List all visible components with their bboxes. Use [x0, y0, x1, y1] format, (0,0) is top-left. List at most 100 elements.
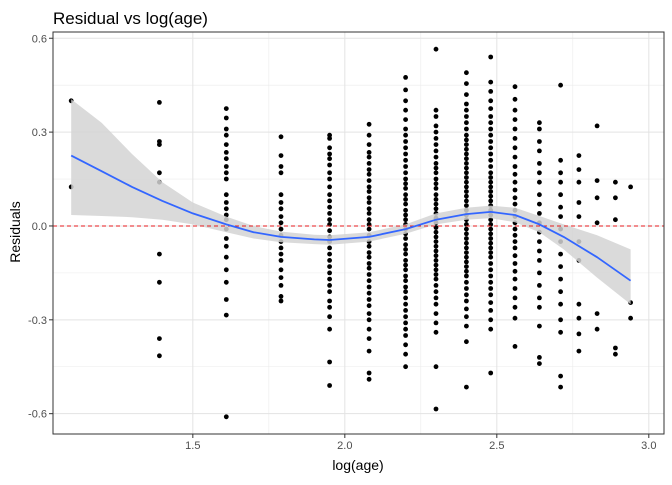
data-point — [464, 81, 469, 86]
data-point — [433, 165, 439, 171]
data-point — [464, 156, 469, 162]
data-point — [537, 304, 542, 310]
data-point — [464, 126, 469, 132]
data-point — [403, 251, 408, 257]
data-point — [488, 326, 494, 332]
data-point — [223, 279, 229, 285]
data-point — [366, 376, 372, 382]
data-point — [403, 181, 408, 187]
data-point — [403, 170, 408, 176]
data-point — [327, 251, 332, 257]
data-point — [403, 301, 408, 307]
y-axis-ticks: -0.6 -0.3 0.0 0.3 0.6 — [28, 33, 53, 421]
smooth-fit-line — [70, 154, 632, 282]
data-point — [403, 164, 408, 169]
data-point — [464, 101, 469, 107]
data-point — [488, 164, 494, 169]
data-point — [403, 107, 408, 113]
data-point — [433, 229, 439, 235]
data-point — [327, 304, 332, 310]
data-point — [488, 54, 494, 60]
data-point — [403, 207, 408, 213]
data-point — [327, 283, 332, 288]
data-point — [537, 211, 542, 216]
data-point — [403, 157, 408, 163]
data-point — [558, 276, 563, 282]
data-point — [433, 364, 439, 370]
x-tick-label: 3.0 — [641, 440, 656, 452]
data-point — [366, 154, 372, 160]
data-point — [223, 200, 229, 205]
data-point — [157, 279, 162, 285]
data-point — [327, 314, 332, 320]
data-point — [488, 250, 494, 256]
data-point — [613, 351, 618, 357]
data-point — [403, 364, 408, 370]
data-point — [366, 142, 372, 148]
data-point — [464, 189, 469, 194]
x-tick-label: 1.5 — [185, 440, 200, 452]
data-point — [512, 84, 518, 90]
data-point — [576, 348, 582, 354]
data-point — [433, 329, 439, 335]
data-point — [488, 261, 494, 266]
data-point — [433, 406, 439, 412]
data-point — [327, 151, 332, 157]
data-point — [366, 261, 372, 266]
data-point — [433, 320, 439, 326]
data-point — [433, 176, 439, 182]
data-point — [537, 148, 542, 154]
data-point — [464, 151, 469, 157]
data-point — [594, 195, 600, 201]
y-axis-title: Residuals — [7, 201, 23, 262]
data-point — [366, 278, 372, 284]
data-point — [223, 297, 229, 302]
data-point — [512, 126, 518, 132]
data-point — [278, 134, 284, 140]
data-point — [327, 264, 332, 269]
data-point — [403, 201, 408, 207]
data-point — [537, 355, 542, 360]
data-point — [157, 251, 162, 257]
data-point — [433, 301, 439, 307]
data-point — [433, 46, 439, 52]
data-point — [464, 175, 469, 180]
data-point — [537, 179, 542, 185]
data-point — [537, 120, 542, 126]
data-point — [488, 145, 494, 151]
plot-panel — [52, 31, 665, 435]
data-point — [403, 333, 408, 338]
confidence-band — [71, 99, 631, 305]
data-point — [223, 164, 229, 169]
data-point — [327, 156, 332, 162]
data-point — [327, 184, 332, 190]
data-point — [433, 243, 439, 249]
data-point — [403, 247, 408, 252]
data-point — [464, 323, 469, 329]
data-point — [488, 254, 494, 260]
data-point — [512, 226, 518, 232]
y-tick-label: 0.0 — [32, 221, 47, 233]
data-point — [366, 370, 372, 376]
data-point — [558, 82, 563, 88]
data-point — [464, 292, 469, 298]
data-point — [537, 161, 542, 166]
data-point — [327, 198, 332, 204]
data-point — [278, 200, 284, 205]
data-point — [366, 167, 372, 173]
data-point — [576, 301, 582, 307]
data-point — [327, 162, 332, 168]
data-point — [464, 184, 469, 190]
data-point — [366, 272, 372, 277]
data-point — [278, 283, 284, 288]
data-point — [366, 217, 372, 223]
data-point — [537, 126, 542, 132]
data-point — [366, 189, 372, 194]
data-point — [403, 308, 408, 313]
data-point — [327, 258, 332, 263]
data-point — [366, 211, 372, 216]
data-point — [403, 98, 408, 104]
data-point — [327, 289, 332, 295]
data-point — [403, 326, 408, 332]
data-point — [403, 262, 408, 268]
